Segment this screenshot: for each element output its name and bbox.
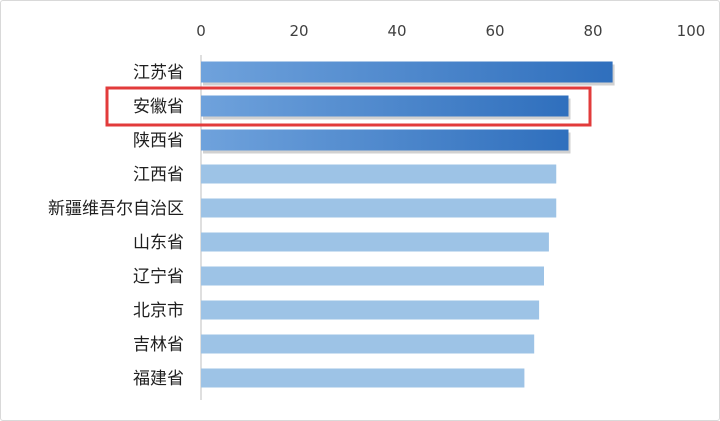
x-tick-label: 80	[583, 22, 602, 40]
category-label: 北京市	[133, 301, 184, 321]
bar	[201, 164, 557, 184]
x-tick-label: 40	[387, 22, 406, 40]
category-label: 江苏省	[133, 63, 184, 83]
bar	[201, 232, 549, 252]
bar	[201, 266, 544, 286]
category-label: 辽宁省	[133, 267, 184, 287]
bar	[201, 300, 540, 320]
category-label: 福建省	[133, 369, 184, 389]
category-label: 新疆维吾尔自治区	[48, 199, 184, 219]
category-label: 山东省	[133, 233, 184, 253]
category-label: 陕西省	[133, 131, 184, 151]
x-tick-label: 60	[485, 22, 504, 40]
category-label: 安徽省	[133, 97, 184, 117]
category-label: 江西省	[133, 165, 184, 185]
bar	[201, 368, 525, 388]
category-label: 吉林省	[133, 335, 184, 355]
bar	[201, 334, 535, 354]
x-tick-label: 20	[289, 22, 308, 40]
x-tick-label: 100	[677, 22, 706, 40]
bar	[201, 129, 569, 151]
bar	[201, 61, 613, 83]
bar	[201, 95, 569, 117]
x-tick-label: 0	[196, 22, 206, 40]
bar	[201, 198, 557, 218]
highlight-box	[105, 86, 592, 127]
